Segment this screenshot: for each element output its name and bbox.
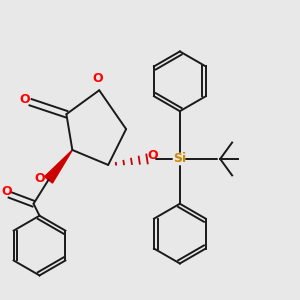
Polygon shape — [44, 150, 72, 183]
Text: Si: Si — [173, 152, 186, 166]
Text: O: O — [92, 72, 103, 85]
Text: O: O — [2, 185, 12, 198]
Text: O: O — [148, 149, 158, 163]
Text: O: O — [34, 172, 45, 185]
Text: O: O — [19, 93, 30, 106]
